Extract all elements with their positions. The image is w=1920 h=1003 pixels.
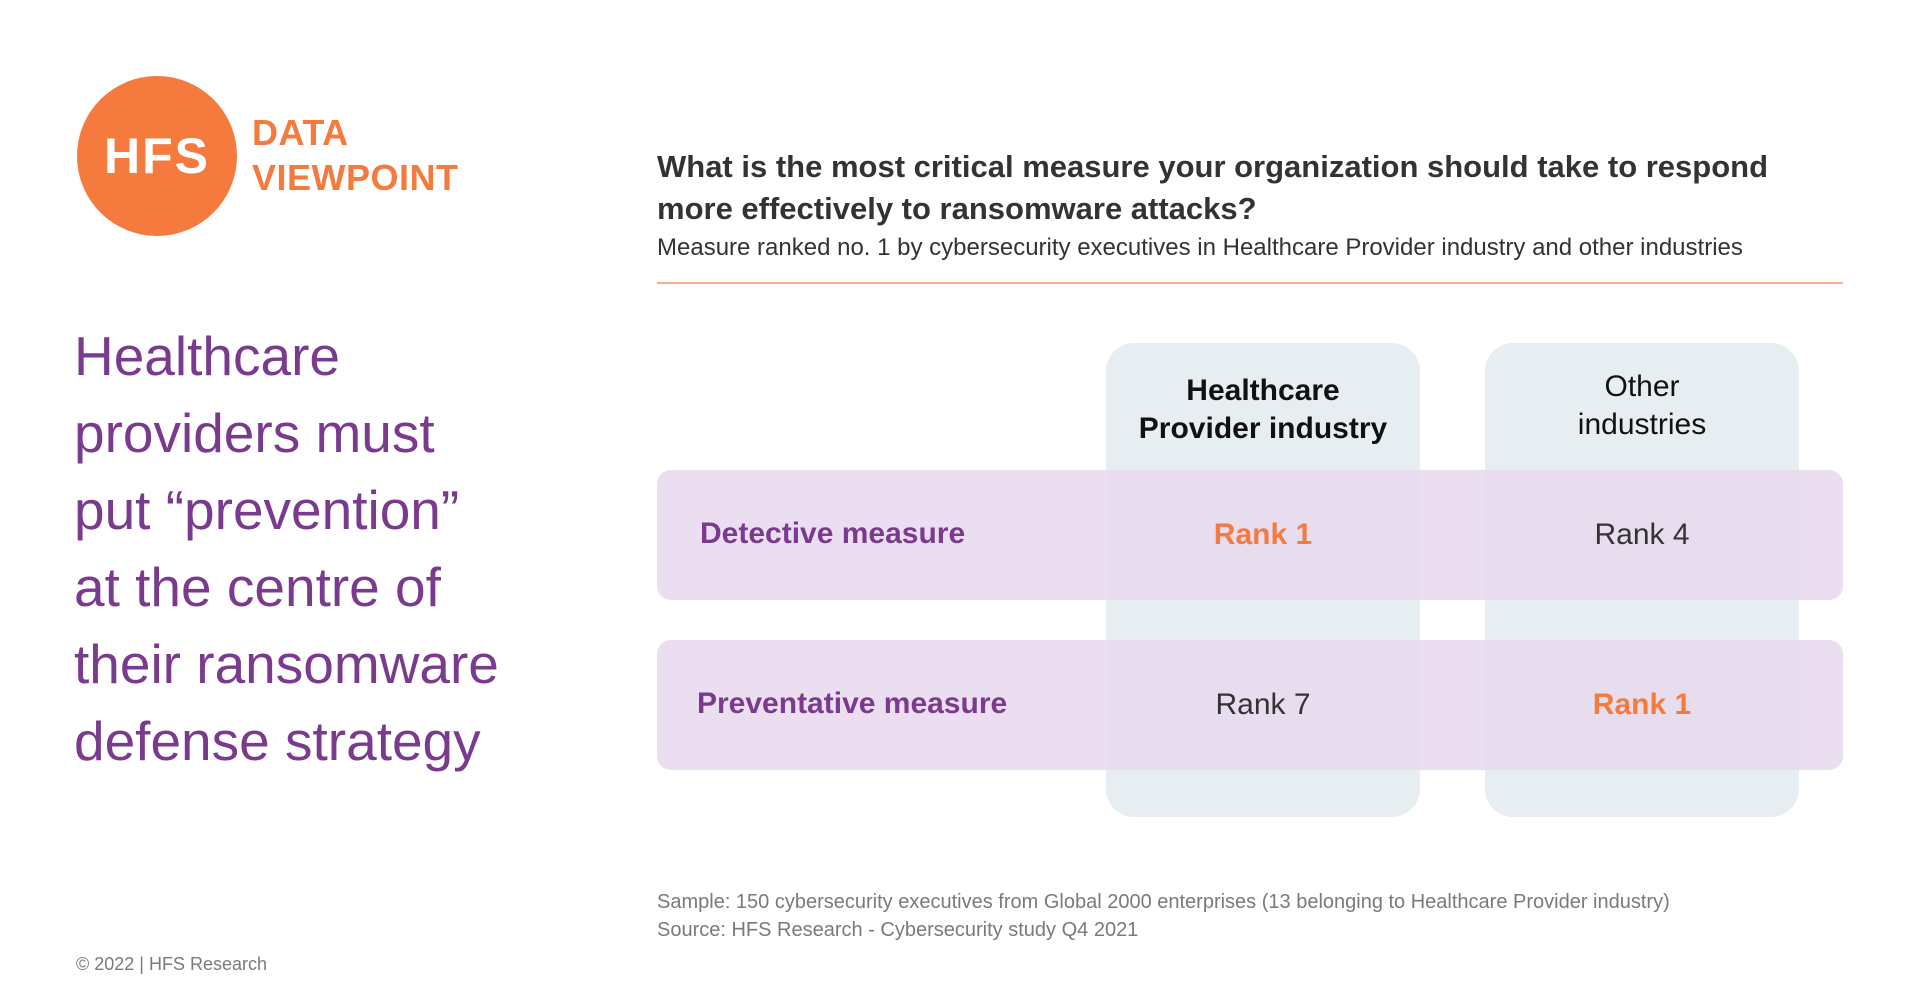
column-header-line: Other (1604, 370, 1680, 403)
title-divider (657, 282, 1843, 284)
logo-tagline-line-2: VIEWPOINT (252, 157, 459, 198)
column-header-line: Provider industry (1138, 412, 1388, 445)
headline-line: their ransomware (74, 633, 499, 695)
copyright: © 2022 | HFS Research (76, 954, 268, 974)
row-label: Preventative measure (697, 687, 1008, 720)
row-label: Detective measure (700, 517, 966, 550)
headline-line: Healthcare (74, 325, 340, 387)
logo-mark: HFS (104, 128, 210, 184)
rank-cell: Rank 7 (1215, 688, 1311, 721)
column-header: Healthcare Provider industry (1106, 372, 1420, 448)
headline: Healthcare providers must put “preventio… (74, 318, 574, 780)
logo-tagline-line-1: DATA (252, 112, 349, 153)
row-band (657, 640, 1843, 770)
chart-title-line: more effectively to ransomware attacks? (657, 191, 1257, 226)
footnote: Sample: 150 cybersecurity executives fro… (657, 888, 1670, 944)
headline-line: at the centre of (74, 556, 441, 618)
hfs-logo: HFS (77, 76, 237, 236)
source-note: Source: HFS Research - Cybersecurity stu… (657, 919, 1139, 941)
rank-cell-highlight: Rank 1 (1592, 688, 1692, 721)
headline-line: put “prevention” (74, 479, 460, 541)
headline-line: defense strategy (74, 710, 481, 772)
rank-cell: Rank 4 (1594, 518, 1690, 551)
sample-note: Sample: 150 cybersecurity executives fro… (657, 891, 1670, 913)
column-header-line: industries (1577, 408, 1707, 441)
headline-line: providers must (74, 402, 435, 464)
chart-title: What is the most critical measure your o… (657, 146, 1857, 230)
column-header-line: Healthcare (1186, 374, 1340, 407)
row-band (657, 470, 1843, 600)
column-header: Other industries (1485, 368, 1799, 444)
chart-subtitle: Measure ranked no. 1 by cybersecurity ex… (657, 234, 1743, 261)
chart-title-line: What is the most critical measure your o… (657, 149, 1769, 184)
logo-tagline: DATA VIEWPOINT (252, 110, 459, 200)
rank-cell-highlight: Rank 1 (1213, 518, 1313, 551)
